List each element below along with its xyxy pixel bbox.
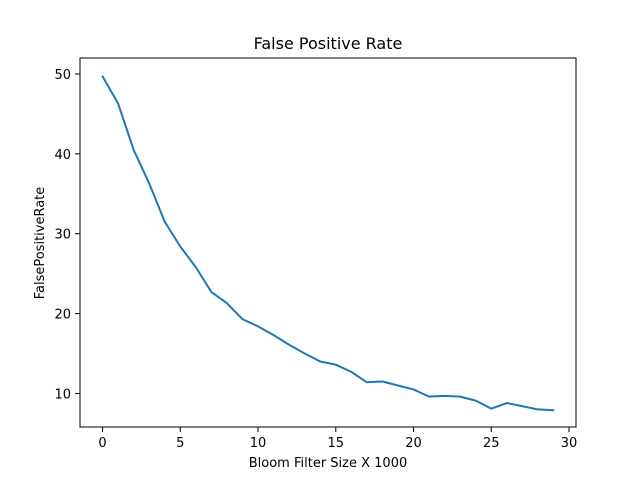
x-tick-label: 30 bbox=[561, 436, 578, 451]
y-tick-label: 50 bbox=[54, 68, 71, 83]
x-tick-label: 25 bbox=[483, 436, 500, 451]
series-line bbox=[101, 75, 555, 412]
chart-title: False Positive Rate bbox=[254, 34, 403, 53]
x-tick-label: 10 bbox=[250, 436, 267, 451]
y-axis: 10 20 30 40 50 bbox=[54, 68, 80, 402]
y-tick-label: 20 bbox=[54, 308, 71, 323]
y-axis-label: FalsePositiveRate bbox=[33, 187, 48, 300]
y-tick-label: 10 bbox=[54, 387, 71, 402]
plot-lines bbox=[101, 75, 555, 412]
x-tick-label: 0 bbox=[98, 436, 106, 451]
x-tick-label: 20 bbox=[405, 436, 422, 451]
x-tick-label: 5 bbox=[176, 436, 184, 451]
x-axis: 0 5 10 15 20 25 30 bbox=[98, 427, 577, 451]
x-tick-label: 15 bbox=[328, 436, 345, 451]
x-axis-label: Bloom Filter Size X 1000 bbox=[249, 456, 408, 471]
plot-frame bbox=[79, 57, 577, 428]
y-tick-label: 40 bbox=[54, 148, 71, 163]
y-tick-label: 30 bbox=[54, 228, 71, 243]
